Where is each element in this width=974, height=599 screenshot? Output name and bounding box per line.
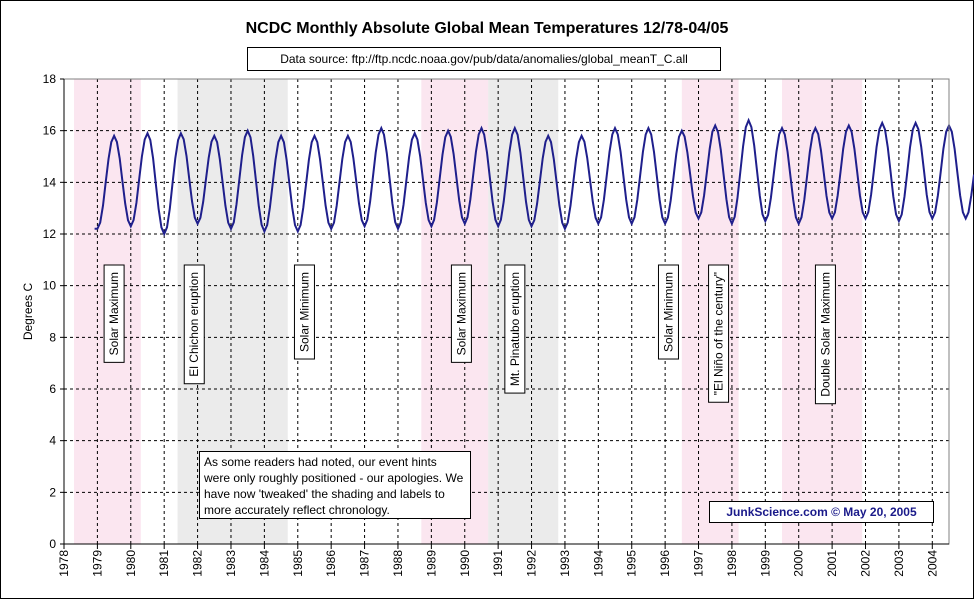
x-tick-label: 1979 [90,550,104,577]
x-tick-label: 2001 [825,550,839,577]
event-label-text: Solar Maximum [107,272,121,355]
event-label-text: Solar Maximum [454,272,468,355]
event-label-text: Solar Minimum [297,272,311,352]
event-label-box [814,264,836,405]
note-box: As some readers had noted, our event hin… [199,451,471,519]
x-tick-label: 1989 [424,550,438,577]
event-label: Double Solar Maximum [814,264,836,405]
temperature-line [94,117,974,237]
event-label-text: Mt. Pinatubo eruption [508,272,522,386]
event-label-text: Double Solar Maximum [818,272,832,397]
event-label: Solar Minimum [657,264,679,360]
credit-box: JunkScience.com © May 20, 2005 [709,501,934,523]
event-label-box [450,264,472,363]
x-tick-label: 2002 [859,550,873,577]
x-tick-label: 1986 [324,550,338,577]
event-label-text: Solar Minimum [661,272,675,352]
event-label-box [293,264,315,360]
y-tick-label: 18 [43,72,57,86]
x-tick-label: 1993 [558,550,572,577]
event-label: El Chichon eruption [183,264,205,385]
x-tick-label: 1988 [391,550,405,577]
y-tick-label: 8 [49,330,56,344]
event-annotations: Solar Maximum El Chichon eruption Solar Mi… [103,264,836,405]
y-tick-label: 16 [43,124,57,138]
event-label-box [708,264,730,403]
event-label: "El Niño of the century" [708,264,730,403]
x-tick-label: 2000 [792,550,806,577]
x-tick-label: 1978 [57,550,71,577]
y-tick-label: 2 [49,485,56,499]
y-tick-label: 10 [43,279,57,293]
x-tick-label: 2003 [892,550,906,577]
event-label: Solar Maximum [103,264,125,363]
x-tick-label: 1980 [124,550,138,577]
x-tick-label: 1999 [758,550,772,577]
x-tick-label: 1998 [725,550,739,577]
x-tick-label: 1990 [458,550,472,577]
x-tick-label: 1983 [224,550,238,577]
x-tick-label: 1996 [658,550,672,577]
x-tick-label: 1987 [358,550,372,577]
event-label: Mt. Pinatubo eruption [504,264,526,394]
event-label-text: "El Niño of the century" [712,272,726,395]
axes: 0 2 4 6 8 10 12 14 16 18 1978 1979 1980 1981 1982 1983 1… [43,72,950,577]
y-axis-label: Degrees C [21,282,35,340]
data-source-box: Data source: ftp://ftp.ncdc.noaa.gov/pub… [247,47,721,71]
y-tick-label: 4 [49,434,56,448]
x-tick-label: 1985 [291,550,305,577]
x-tick-label: 1984 [257,550,271,577]
event-label-box [183,264,205,385]
x-tick-label: 1991 [491,550,505,577]
x-tick-label: 1995 [625,550,639,577]
y-tick-label: 14 [43,175,57,189]
event-label-text: El Chichon eruption [187,272,201,377]
y-tick-label: 12 [43,227,57,241]
x-tick-label: 1994 [591,550,605,577]
x-tick-label: 1981 [157,550,171,577]
x-tick-label: 1992 [525,550,539,577]
event-label-box [504,264,526,394]
event-label: Solar Maximum [450,264,472,363]
event-label-box [103,264,125,363]
x-tick-label: 1997 [692,550,706,577]
chart-title: NCDC Monthly Absolute Global Mean Temper… [245,20,729,37]
y-tick-label: 0 [49,537,56,551]
x-tick-label: 1982 [191,550,205,577]
event-label-box [657,264,679,360]
event-label: Solar Minimum [293,264,315,360]
temperature-series [94,117,974,237]
y-tick-label: 6 [49,382,56,396]
x-tick-label: 2004 [925,550,939,577]
